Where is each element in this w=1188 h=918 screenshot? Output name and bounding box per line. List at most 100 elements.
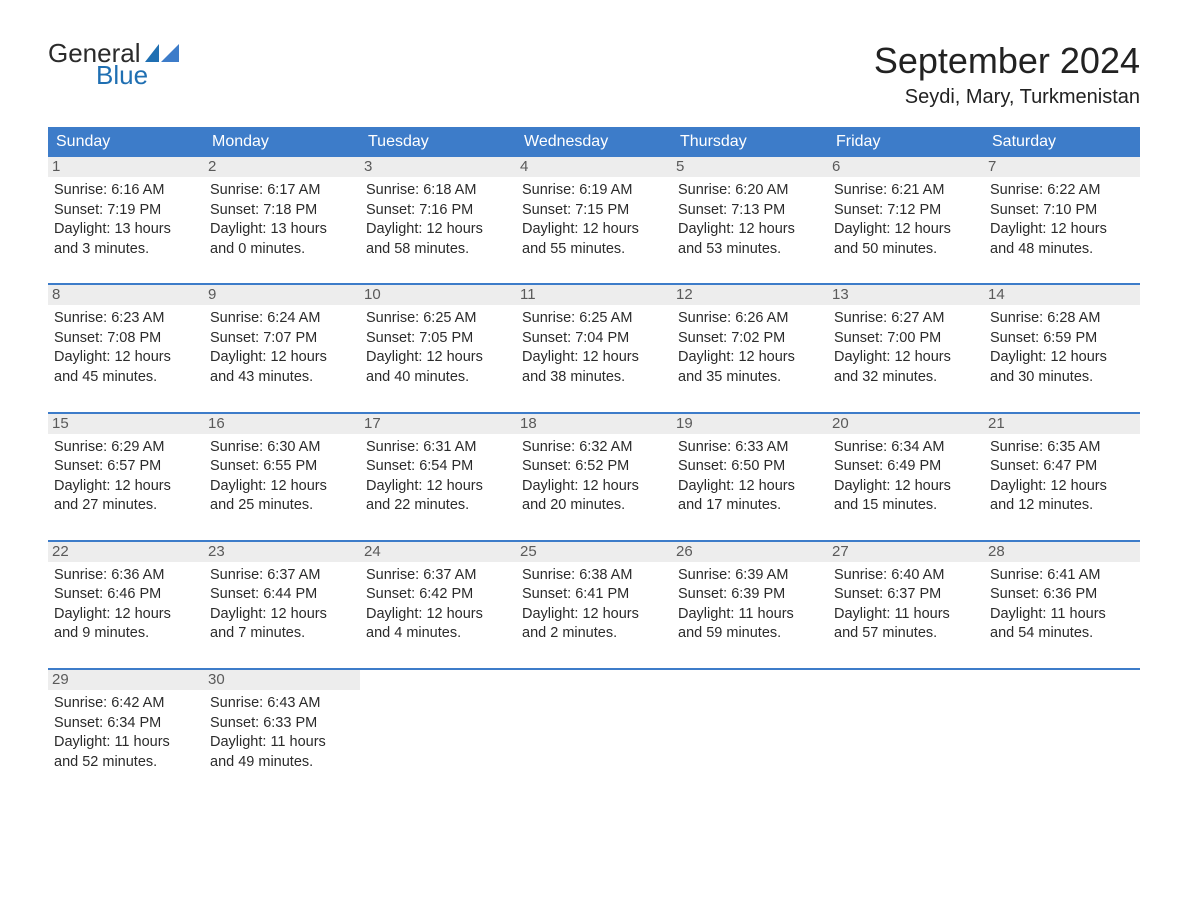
day-details: Sunrise: 6:25 AMSunset: 7:04 PMDaylight:… (522, 309, 666, 387)
day-number: 11 (516, 285, 672, 305)
day-cell: 29 Sunrise: 6:42 AMSunset: 6:34 PMDayligh… (48, 670, 204, 778)
brand-logo: General Blue (48, 40, 179, 88)
day-cell: 10 Sunrise: 6:25 AMSunset: 7:05 PMDayligh… (360, 285, 516, 393)
day-number: 30 (204, 670, 360, 690)
day-details: Sunrise: 6:29 AMSunset: 6:57 PMDaylight:… (54, 438, 198, 516)
day-number: 23 (204, 542, 360, 562)
day-details: Sunrise: 6:18 AMSunset: 7:16 PMDaylight:… (366, 181, 510, 259)
day-cell: 11 Sunrise: 6:25 AMSunset: 7:04 PMDayligh… (516, 285, 672, 393)
day-number: 12 (672, 285, 828, 305)
day-number: 18 (516, 414, 672, 434)
day-number: 26 (672, 542, 828, 562)
day-details: Sunrise: 6:42 AMSunset: 6:34 PMDaylight:… (54, 694, 198, 772)
week-row: 22Sunrise: 6:36 AMSunset: 6:46 PMDayligh… (48, 540, 1140, 650)
day-details: Sunrise: 6:43 AMSunset: 6:33 PMDaylight:… (210, 694, 354, 772)
day-details: Sunrise: 6:39 AMSunset: 6:39 PMDaylight:… (678, 566, 822, 644)
week-row: 8 Sunrise: 6:23 AMSunset: 7:08 PMDaylight… (48, 283, 1140, 393)
brand-word-2: Blue (96, 62, 179, 88)
dow-wednesday: Wednesday (516, 127, 672, 157)
day-details: Sunrise: 6:23 AMSunset: 7:08 PMDaylight:… (54, 309, 198, 387)
day-cell: 26 Sunrise: 6:39 AMSunset: 6:39 PMDayligh… (672, 542, 828, 650)
day-cell: 15 Sunrise: 6:29 AMSunset: 6:57 PMDayligh… (48, 414, 204, 522)
day-details: Sunrise: 6:22 AMSunset: 7:10 PMDaylight:… (990, 181, 1134, 259)
day-number: 6 (828, 157, 984, 177)
day-number: 14 (984, 285, 1140, 305)
day-cell: 22Sunrise: 6:36 AMSunset: 6:46 PMDayligh… (48, 542, 204, 650)
day-details: Sunrise: 6:34 AMSunset: 6:49 PMDaylight:… (834, 438, 978, 516)
day-cell: 1Sunrise: 6:16 AMSunset: 7:19 PMDaylight… (48, 157, 204, 265)
location-subtitle: Seydi, Mary, Turkmenistan (874, 86, 1140, 109)
calendar: SundayMondayTuesdayWednesdayThursdayFrid… (48, 127, 1140, 778)
dow-thursday: Thursday (672, 127, 828, 157)
flag-icon (145, 44, 179, 62)
day-details: Sunrise: 6:19 AMSunset: 7:15 PMDaylight:… (522, 181, 666, 259)
day-number: 27 (828, 542, 984, 562)
day-cell: 5Sunrise: 6:20 AMSunset: 7:13 PMDaylight… (672, 157, 828, 265)
day-cell: 9 Sunrise: 6:24 AMSunset: 7:07 PMDaylight… (204, 285, 360, 393)
day-number: 8 (48, 285, 204, 305)
day-cell: 6 Sunrise: 6:21 AMSunset: 7:12 PMDaylight… (828, 157, 984, 265)
day-details: Sunrise: 6:25 AMSunset: 7:05 PMDaylight:… (366, 309, 510, 387)
week-row: 15 Sunrise: 6:29 AMSunset: 6:57 PMDayligh… (48, 412, 1140, 522)
day-details: Sunrise: 6:38 AMSunset: 6:41 PMDaylight:… (522, 566, 666, 644)
day-details: Sunrise: 6:27 AMSunset: 7:00 PMDaylight:… (834, 309, 978, 387)
day-details: Sunrise: 6:21 AMSunset: 7:12 PMDaylight:… (834, 181, 978, 259)
day-cell (828, 670, 984, 778)
day-cell: 24 Sunrise: 6:37 AMSunset: 6:42 PMDayligh… (360, 542, 516, 650)
day-details: Sunrise: 6:37 AMSunset: 6:42 PMDaylight:… (366, 566, 510, 644)
day-number: 2 (204, 157, 360, 177)
day-number: 29 (48, 670, 204, 690)
dow-saturday: Saturday (984, 127, 1140, 157)
day-cell: 16Sunrise: 6:30 AMSunset: 6:55 PMDayligh… (204, 414, 360, 522)
day-cell (360, 670, 516, 778)
dow-sunday: Sunday (48, 127, 204, 157)
day-number: 4 (516, 157, 672, 177)
day-cell: 25 Sunrise: 6:38 AMSunset: 6:41 PMDayligh… (516, 542, 672, 650)
day-cell (984, 670, 1140, 778)
day-number: 9 (204, 285, 360, 305)
day-details: Sunrise: 6:31 AMSunset: 6:54 PMDaylight:… (366, 438, 510, 516)
day-cell: 13 Sunrise: 6:27 AMSunset: 7:00 PMDayligh… (828, 285, 984, 393)
day-cell: 30 Sunrise: 6:43 AMSunset: 6:33 PMDayligh… (204, 670, 360, 778)
day-cell: 4 Sunrise: 6:19 AMSunset: 7:15 PMDaylight… (516, 157, 672, 265)
day-cell: 21Sunrise: 6:35 AMSunset: 6:47 PMDayligh… (984, 414, 1140, 522)
day-of-week-header: SundayMondayTuesdayWednesdayThursdayFrid… (48, 127, 1140, 157)
day-number: 15 (48, 414, 204, 434)
day-cell: 20 Sunrise: 6:34 AMSunset: 6:49 PMDayligh… (828, 414, 984, 522)
header: General Blue September 2024 Seydi, Mary,… (48, 40, 1140, 119)
day-details: Sunrise: 6:17 AMSunset: 7:18 PMDaylight:… (210, 181, 354, 259)
week-row: 1Sunrise: 6:16 AMSunset: 7:19 PMDaylight… (48, 157, 1140, 265)
day-number: 7 (984, 157, 1140, 177)
day-cell: 12 Sunrise: 6:26 AMSunset: 7:02 PMDayligh… (672, 285, 828, 393)
day-cell: 7 Sunrise: 6:22 AMSunset: 7:10 PMDaylight… (984, 157, 1140, 265)
day-number: 5 (672, 157, 828, 177)
day-number: 19 (672, 414, 828, 434)
day-cell: 27Sunrise: 6:40 AMSunset: 6:37 PMDayligh… (828, 542, 984, 650)
day-number: 10 (360, 285, 516, 305)
day-number: 13 (828, 285, 984, 305)
day-details: Sunrise: 6:26 AMSunset: 7:02 PMDaylight:… (678, 309, 822, 387)
day-cell: 17 Sunrise: 6:31 AMSunset: 6:54 PMDayligh… (360, 414, 516, 522)
day-number: 25 (516, 542, 672, 562)
day-number: 20 (828, 414, 984, 434)
day-details: Sunrise: 6:32 AMSunset: 6:52 PMDaylight:… (522, 438, 666, 516)
day-number: 22 (48, 542, 204, 562)
day-cell: 28Sunrise: 6:41 AMSunset: 6:36 PMDayligh… (984, 542, 1140, 650)
day-details: Sunrise: 6:41 AMSunset: 6:36 PMDaylight:… (990, 566, 1134, 644)
day-number: 24 (360, 542, 516, 562)
day-details: Sunrise: 6:24 AMSunset: 7:07 PMDaylight:… (210, 309, 354, 387)
day-details: Sunrise: 6:28 AMSunset: 6:59 PMDaylight:… (990, 309, 1134, 387)
day-number: 17 (360, 414, 516, 434)
title-block: September 2024 Seydi, Mary, Turkmenistan (874, 40, 1140, 119)
day-cell (516, 670, 672, 778)
calendar-body: 1Sunrise: 6:16 AMSunset: 7:19 PMDaylight… (48, 157, 1140, 778)
week-row: 29 Sunrise: 6:42 AMSunset: 6:34 PMDayligh… (48, 668, 1140, 778)
day-cell (672, 670, 828, 778)
dow-friday: Friday (828, 127, 984, 157)
day-cell: 18 Sunrise: 6:32 AMSunset: 6:52 PMDayligh… (516, 414, 672, 522)
day-cell: 3Sunrise: 6:18 AMSunset: 7:16 PMDaylight… (360, 157, 516, 265)
day-details: Sunrise: 6:35 AMSunset: 6:47 PMDaylight:… (990, 438, 1134, 516)
day-cell: 2 Sunrise: 6:17 AMSunset: 7:18 PMDaylight… (204, 157, 360, 265)
day-details: Sunrise: 6:30 AMSunset: 6:55 PMDaylight:… (210, 438, 354, 516)
dow-tuesday: Tuesday (360, 127, 516, 157)
